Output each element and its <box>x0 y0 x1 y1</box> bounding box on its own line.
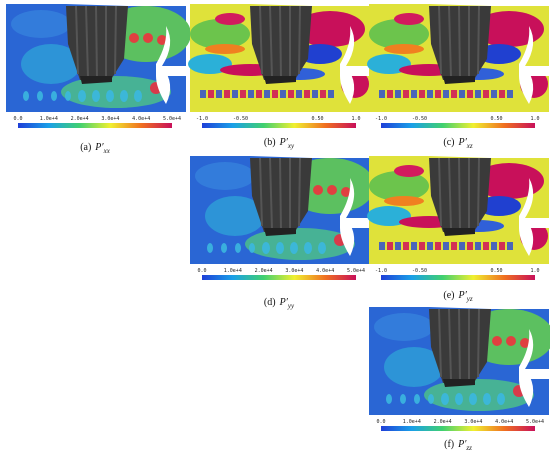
caption-symbol: P′ <box>94 142 104 153</box>
caption-subscript: xy <box>287 142 295 150</box>
colorbar-tick-label: 0.0 <box>376 419 385 425</box>
caption-symbol: P′ <box>457 439 467 450</box>
caption: (d) P′yy <box>264 297 295 310</box>
colorbar-tick-label: 4.0e+4 <box>132 116 150 122</box>
caption-subscript: zz <box>465 444 472 452</box>
colorbar-tick-label: 1.0e+4 <box>40 116 58 122</box>
panel: -1.0 -0.50 0.50 1.0 <box>367 4 549 128</box>
caption-label: (e) <box>443 290 454 301</box>
caption-label: (a) <box>80 142 91 153</box>
colorbar-tick-label: 1.0 <box>351 116 360 122</box>
colorbar-tick-label: 1.0 <box>530 116 539 122</box>
caption-symbol: P′ <box>279 297 289 308</box>
colorbar-tick-label: -1.0 <box>375 116 387 122</box>
caption-symbol: P′ <box>457 137 467 148</box>
colorbar-tick-label: 3.0e+4 <box>464 419 482 425</box>
colorbar-tick-label: 2.0e+4 <box>434 419 452 425</box>
colorbar-tick-label: 1.0 <box>530 268 539 274</box>
colorbar <box>381 426 535 431</box>
colorbar-tick-label: 3.0e+4 <box>285 268 303 274</box>
colorbar-tick-label: 0.50 <box>490 116 502 122</box>
caption-subscript: yy <box>287 302 295 310</box>
colorbar-tick-label: 5.0e+4 <box>163 116 181 122</box>
caption: (c) P′xz <box>443 137 473 150</box>
contour-image <box>367 156 549 264</box>
caption: (e) P′yz <box>443 290 473 303</box>
caption-subscript: xx <box>103 147 111 155</box>
panel: 0.0 1.0e+4 2.0e+4 3.0e+4 4.0e+4 5.0e+4 <box>369 307 550 431</box>
colorbar-tick-label: 5.0e+4 <box>347 268 365 274</box>
caption-label: (b) <box>264 137 276 148</box>
colorbar-tick-label: 4.0e+4 <box>495 419 513 425</box>
contour-image <box>190 156 375 264</box>
panel: 0.0 1.0e+4 2.0e+4 3.0e+4 4.0e+4 5.0e+4 <box>190 156 375 280</box>
contour-image <box>369 307 550 415</box>
colorbar-tick-label: 3.0e+4 <box>101 116 119 122</box>
colorbar <box>18 123 172 128</box>
colorbar-tick-label: 2.0e+4 <box>255 268 273 274</box>
caption: (b) P′xy <box>264 137 295 150</box>
panel: -1.0 -0.50 0.50 1.0 <box>188 4 370 128</box>
caption-label: (c) <box>443 137 454 148</box>
colorbar-tick-label: -0.50 <box>412 116 427 122</box>
colorbar <box>381 123 535 128</box>
contour-image <box>367 4 549 112</box>
colorbar-tick-label: -1.0 <box>375 268 387 274</box>
colorbar <box>202 275 356 280</box>
colorbar-tick-label: -0.50 <box>233 116 248 122</box>
colorbar-tick-label: 1.0e+4 <box>403 419 421 425</box>
colorbar-tick-label: 0.0 <box>197 268 206 274</box>
colorbar-tick-label: 0.50 <box>490 268 502 274</box>
caption-label: (f) <box>444 439 454 450</box>
caption-symbol: P′ <box>457 290 467 301</box>
caption-label: (d) <box>264 297 276 308</box>
colorbar-tick-label: 5.0e+4 <box>526 419 544 425</box>
colorbar-tick-label: -1.0 <box>196 116 208 122</box>
colorbar-tick-label: 2.0e+4 <box>71 116 89 122</box>
contour-image <box>188 4 370 112</box>
caption: (f) P′zz <box>444 439 472 452</box>
colorbar-tick-label: 0.50 <box>311 116 323 122</box>
caption-symbol: P′ <box>279 137 289 148</box>
caption-subscript: yz <box>466 295 473 303</box>
panel: 0.0 1.0e+4 2.0e+4 3.0e+4 4.0e+4 5.0e+4 <box>6 4 191 128</box>
contour-image <box>6 4 191 112</box>
colorbar-tick-label: 1.0e+4 <box>224 268 242 274</box>
panel: -1.0 -0.50 0.50 1.0 <box>367 156 549 280</box>
caption: (a) P′xx <box>80 142 111 155</box>
colorbar-tick-label: 0.0 <box>13 116 22 122</box>
caption-subscript: xz <box>466 142 473 150</box>
colorbar-tick-label: -0.50 <box>412 268 427 274</box>
colorbar <box>381 275 535 280</box>
colorbar <box>202 123 356 128</box>
colorbar-tick-label: 4.0e+4 <box>316 268 334 274</box>
